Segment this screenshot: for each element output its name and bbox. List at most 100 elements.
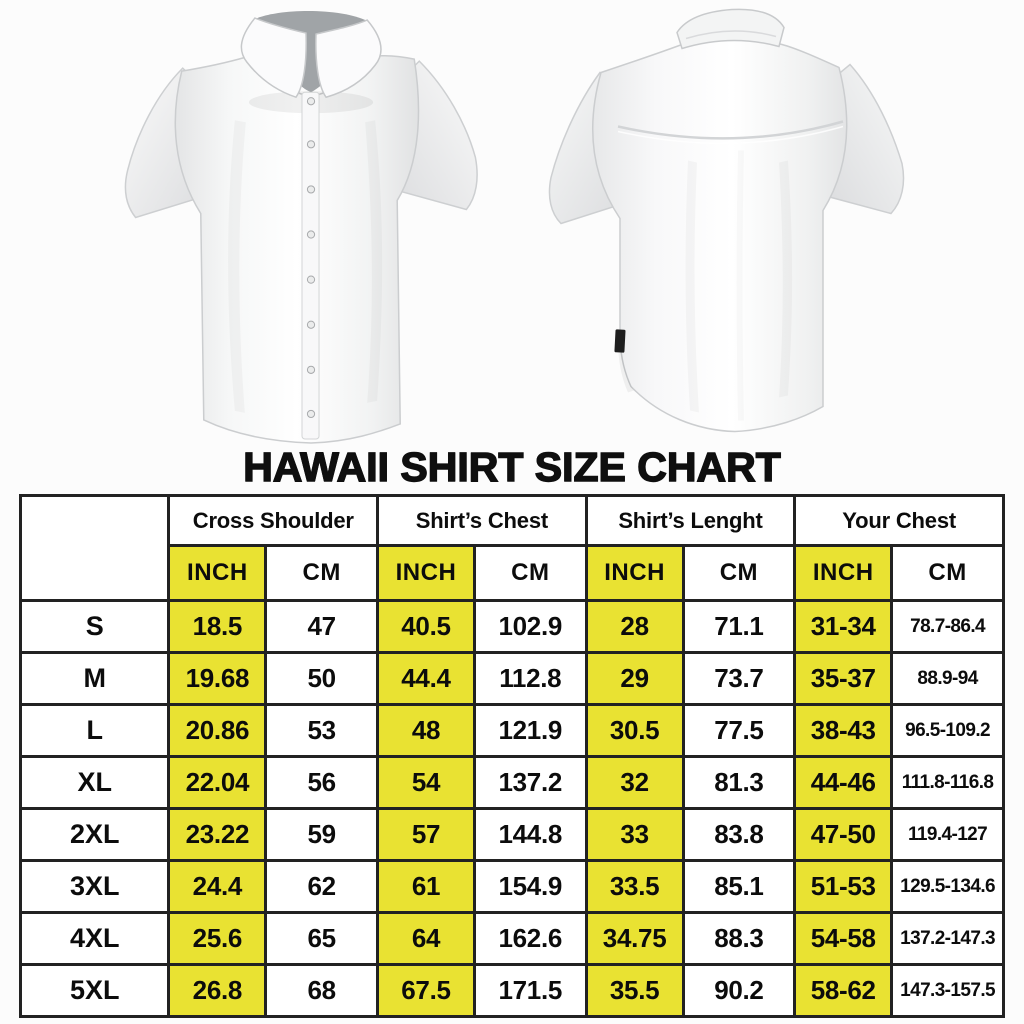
cell-3xl-6: 51-53 [793, 859, 894, 914]
cell-m-6: 35-37 [793, 651, 894, 706]
cell-3xl-4: 33.5 [584, 859, 685, 914]
cell-5xl-0: 26.8 [167, 963, 268, 1018]
unit-header-cm-2: CM [472, 544, 588, 602]
cell-5xl-4: 35.5 [584, 963, 685, 1018]
cell-l-2: 48 [376, 703, 476, 758]
cell-2xl-2: 57 [376, 807, 476, 862]
table-row-5xl: 5XL 26.8 68 67.5 171.5 35.5 90.2 58-62 147.3-157… [18, 963, 1005, 1018]
cell-xl-3: 137.2 [472, 755, 588, 810]
cell-m-3: 112.8 [472, 651, 588, 706]
cell-s-2: 40.5 [376, 599, 476, 654]
cell-2xl-4: 33 [584, 807, 685, 862]
cell-xl-7: 111.8-116.8 [890, 755, 1005, 810]
size-label-4xl: 4XL [18, 911, 171, 966]
cell-2xl-7: 119.4-127 [890, 807, 1005, 862]
size-label-xl: XL [18, 755, 171, 810]
table-row-4xl: 4XL 25.6 65 64 162.6 34.75 88.3 54-58 137.2-147.… [18, 911, 1005, 966]
cell-3xl-1: 62 [264, 859, 380, 914]
group-header-4: Your Chest [793, 494, 1005, 547]
cell-l-5: 77.5 [681, 703, 797, 758]
cell-3xl-2: 61 [376, 859, 476, 914]
cell-m-5: 73.7 [681, 651, 797, 706]
corner-cell [18, 494, 171, 602]
cell-s-5: 71.1 [681, 599, 797, 654]
cell-xl-2: 54 [376, 755, 476, 810]
cell-5xl-1: 68 [264, 963, 380, 1018]
cell-4xl-6: 54-58 [793, 911, 894, 966]
cell-2xl-1: 59 [264, 807, 380, 862]
cell-2xl-6: 47-50 [793, 807, 894, 862]
cell-m-7: 88.9-94 [890, 651, 1005, 706]
cell-l-6: 38-43 [793, 703, 894, 758]
cell-5xl-6: 58-62 [793, 963, 894, 1018]
cell-m-4: 29 [584, 651, 685, 706]
cell-4xl-2: 64 [376, 911, 476, 966]
shirt-tag [614, 329, 626, 353]
cell-l-7: 96.5-109.2 [890, 703, 1005, 758]
page-title: HAWAII SHIRT SIZE CHART [243, 443, 782, 490]
unit-header-cm-3: CM [681, 544, 797, 602]
cell-5xl-2: 67.5 [376, 963, 476, 1018]
size-label-3xl: 3XL [18, 859, 171, 914]
group-header-3: Shirt’s Lenght [584, 494, 797, 547]
cell-s-6: 31-34 [793, 599, 894, 654]
table-row-s: S 18.5 47 40.5 102.9 28 71.1 31-34 78.7-86.4 [18, 599, 1005, 654]
cell-4xl-0: 25.6 [167, 911, 268, 966]
cell-xl-1: 56 [264, 755, 380, 810]
cell-4xl-7: 137.2-147.3 [890, 911, 1005, 966]
cell-xl-4: 32 [584, 755, 685, 810]
unit-header-inch-1: INCH [167, 544, 268, 602]
unit-header-inch-4: INCH [793, 544, 894, 602]
table-row-2xl: 2XL 23.22 59 57 144.8 33 83.8 47-50 119.4-127 [18, 807, 1005, 862]
shirt-images [0, 0, 1024, 446]
size-label-2xl: 2XL [18, 807, 171, 862]
size-chart-table: Cross Shoulder Shirt’s Chest Shirt’s Lengh… [18, 494, 1005, 1018]
cell-5xl-3: 171.5 [472, 963, 588, 1018]
cell-l-3: 121.9 [472, 703, 588, 758]
cell-l-0: 20.86 [167, 703, 268, 758]
cell-m-0: 19.68 [167, 651, 268, 706]
size-label-5xl: 5XL [18, 963, 171, 1018]
size-table-body: S 18.5 47 40.5 102.9 28 71.1 31-34 78.7-86.4 M 19.… [18, 599, 1005, 1018]
cell-s-4: 28 [584, 599, 685, 654]
unit-header-inch-2: INCH [376, 544, 476, 602]
group-header-1: Cross Shoulder [167, 494, 380, 547]
cell-3xl-7: 129.5-134.6 [890, 859, 1005, 914]
table-row-l: L 20.86 53 48 121.9 30.5 77.5 38-43 96.5-109.2 [18, 703, 1005, 758]
cell-3xl-3: 154.9 [472, 859, 588, 914]
unit-header-inch-3: INCH [584, 544, 685, 602]
cell-s-0: 18.5 [167, 599, 268, 654]
group-header-2: Shirt’s Chest [376, 494, 588, 547]
cell-l-4: 30.5 [584, 703, 685, 758]
cell-l-1: 53 [264, 703, 380, 758]
size-label-m: M [18, 651, 171, 706]
unit-header-cm-1: CM [264, 544, 380, 602]
table-row-m: M 19.68 50 44.4 112.8 29 73.7 35-37 88.9-94 [18, 651, 1005, 706]
cell-3xl-0: 24.4 [167, 859, 268, 914]
size-label-s: S [18, 599, 171, 654]
cell-4xl-4: 34.75 [584, 911, 685, 966]
cell-xl-6: 44-46 [793, 755, 894, 810]
cell-xl-0: 22.04 [167, 755, 268, 810]
cell-4xl-5: 88.3 [681, 911, 797, 966]
table-row-3xl: 3XL 24.4 62 61 154.9 33.5 85.1 51-53 129.5-134.6 [18, 859, 1005, 914]
table-row-xl: XL 22.04 56 54 137.2 32 81.3 44-46 111.8-116.8 [18, 755, 1005, 810]
cell-m-2: 44.4 [376, 651, 476, 706]
cell-s-7: 78.7-86.4 [890, 599, 1005, 654]
size-label-l: L [18, 703, 171, 758]
cell-4xl-3: 162.6 [472, 911, 588, 966]
cell-2xl-3: 144.8 [472, 807, 588, 862]
unit-header-cm-4: CM [890, 544, 1005, 602]
cell-2xl-5: 83.8 [681, 807, 797, 862]
cell-m-1: 50 [264, 651, 380, 706]
cell-4xl-1: 65 [264, 911, 380, 966]
cell-5xl-7: 147.3-157.5 [890, 963, 1005, 1018]
shirt-back-image [548, 8, 905, 433]
size-table-header: Cross Shoulder Shirt’s Chest Shirt’s Lengh… [18, 494, 1005, 602]
cell-5xl-5: 90.2 [681, 963, 797, 1018]
cell-3xl-5: 85.1 [681, 859, 797, 914]
shirt-front-image [124, 11, 478, 444]
cell-2xl-0: 23.22 [167, 807, 268, 862]
cell-xl-5: 81.3 [681, 755, 797, 810]
